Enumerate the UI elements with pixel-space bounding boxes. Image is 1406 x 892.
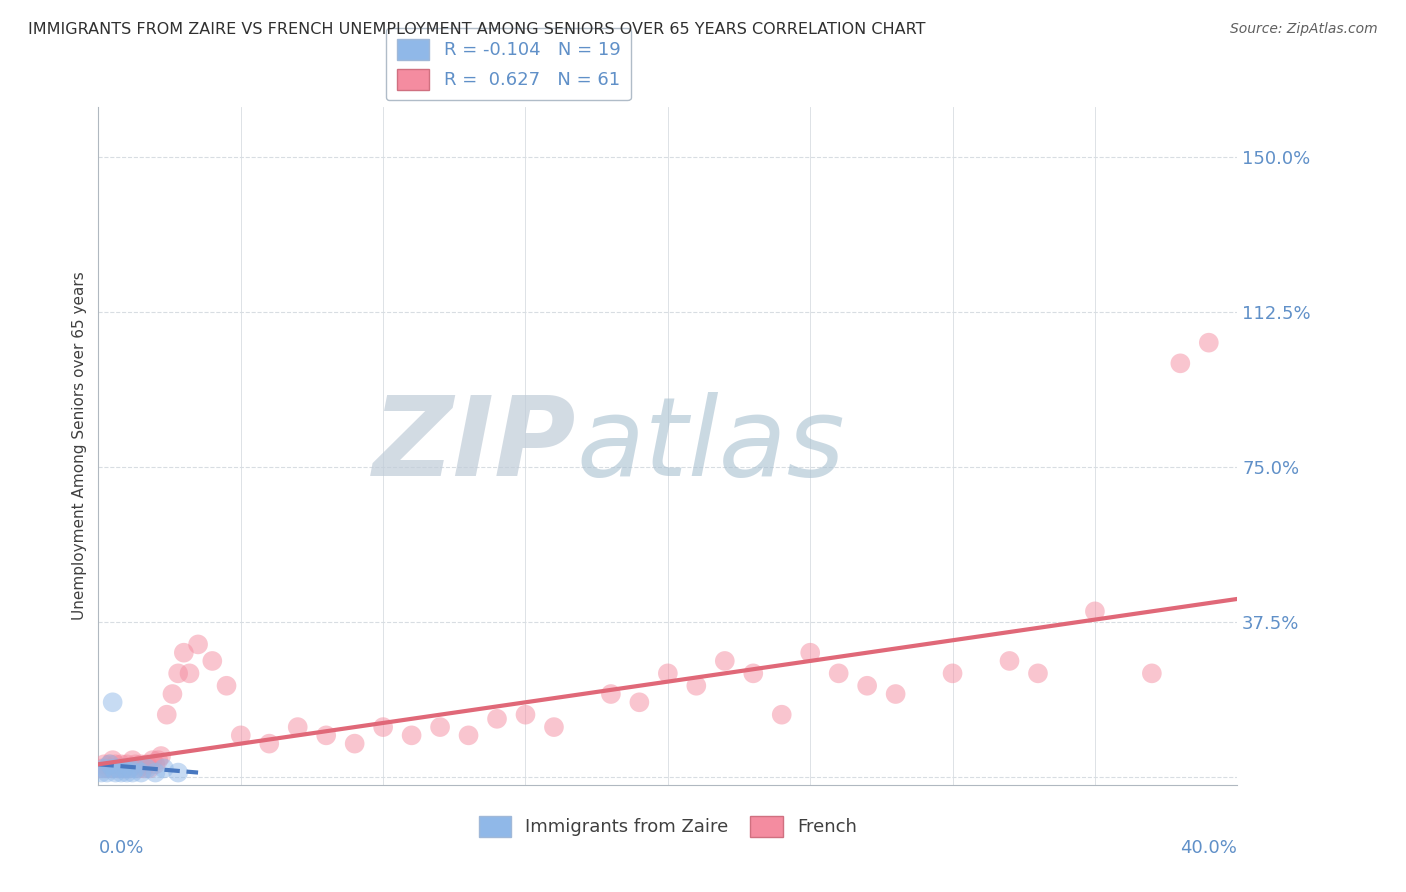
Point <box>90 761 112 775</box>
Point <box>657 666 679 681</box>
Point <box>315 728 337 742</box>
Point <box>343 737 366 751</box>
Point <box>124 757 146 772</box>
Point <box>167 765 190 780</box>
Text: ZIP: ZIP <box>373 392 576 500</box>
Point <box>115 765 138 780</box>
Point <box>486 712 509 726</box>
Point <box>828 666 851 681</box>
Point <box>148 753 170 767</box>
Point <box>98 757 121 772</box>
Point <box>215 679 238 693</box>
Point <box>101 761 124 775</box>
Point <box>110 765 132 780</box>
Point <box>127 761 149 775</box>
Point <box>543 720 565 734</box>
Point <box>1140 666 1163 681</box>
Point <box>287 720 309 734</box>
Text: IMMIGRANTS FROM ZAIRE VS FRENCH UNEMPLOYMENT AMONG SENIORS OVER 65 YEARS CORRELA: IMMIGRANTS FROM ZAIRE VS FRENCH UNEMPLOY… <box>28 22 925 37</box>
Point <box>457 728 479 742</box>
Point <box>124 761 146 775</box>
Point <box>1198 335 1220 350</box>
Point <box>600 687 623 701</box>
Point <box>101 753 124 767</box>
Point <box>118 761 141 775</box>
Point <box>628 695 651 709</box>
Text: 40.0%: 40.0% <box>1181 839 1237 857</box>
Point <box>93 761 115 775</box>
Point <box>856 679 879 693</box>
Point <box>90 765 112 780</box>
Point <box>150 749 173 764</box>
Point <box>1170 356 1192 370</box>
Point <box>145 765 167 780</box>
Point <box>429 720 451 734</box>
Point <box>884 687 907 701</box>
Text: 0.0%: 0.0% <box>98 839 143 857</box>
Point <box>107 761 129 775</box>
Point <box>141 753 163 767</box>
Point <box>167 666 190 681</box>
Point <box>942 666 965 681</box>
Legend: Immigrants from Zaire, French: Immigrants from Zaire, French <box>471 808 865 844</box>
Point <box>162 687 184 701</box>
Point <box>515 707 537 722</box>
Point <box>145 757 167 772</box>
Point <box>201 654 224 668</box>
Point <box>104 757 127 772</box>
Point <box>229 728 252 742</box>
Point <box>153 761 176 775</box>
Point <box>685 679 707 693</box>
Point <box>799 646 821 660</box>
Point <box>129 765 152 780</box>
Point <box>115 757 138 772</box>
Point <box>98 757 121 772</box>
Point <box>129 757 152 772</box>
Point <box>401 728 423 742</box>
Point <box>187 637 209 651</box>
Point <box>96 761 118 775</box>
Point <box>121 753 143 767</box>
Point <box>371 720 394 734</box>
Point <box>714 654 737 668</box>
Point <box>101 695 124 709</box>
Point <box>93 757 115 772</box>
Point <box>112 761 135 775</box>
Point <box>104 765 127 780</box>
Point <box>179 666 201 681</box>
Point <box>1084 604 1107 618</box>
Point <box>135 761 157 775</box>
Point <box>1026 666 1049 681</box>
Point <box>110 757 132 772</box>
Point <box>107 761 129 775</box>
Point <box>156 707 179 722</box>
Y-axis label: Unemployment Among Seniors over 65 years: Unemployment Among Seniors over 65 years <box>72 272 87 620</box>
Point <box>135 757 157 772</box>
Point <box>770 707 793 722</box>
Point <box>138 761 160 775</box>
Point <box>112 761 135 775</box>
Point <box>173 646 195 660</box>
Point <box>96 765 118 780</box>
Point <box>101 761 124 775</box>
Point <box>742 666 765 681</box>
Point <box>259 737 281 751</box>
Point <box>132 761 155 775</box>
Text: Source: ZipAtlas.com: Source: ZipAtlas.com <box>1230 22 1378 37</box>
Point <box>121 765 143 780</box>
Point <box>118 761 141 775</box>
Point <box>998 654 1021 668</box>
Text: atlas: atlas <box>576 392 845 500</box>
